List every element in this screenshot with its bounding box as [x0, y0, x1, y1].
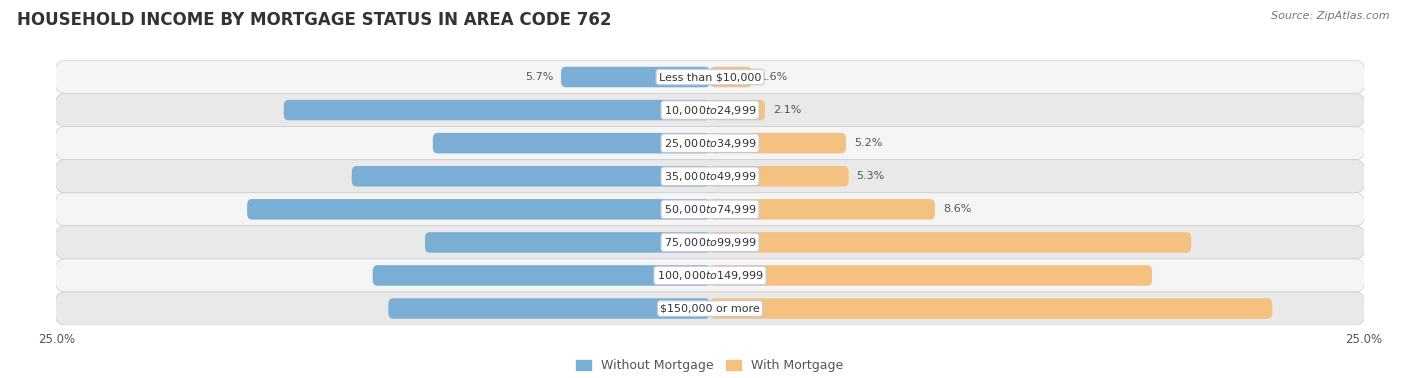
- FancyBboxPatch shape: [710, 199, 935, 220]
- Text: $50,000 to $74,999: $50,000 to $74,999: [664, 203, 756, 216]
- Text: 12.3%: 12.3%: [661, 304, 700, 313]
- FancyBboxPatch shape: [352, 166, 710, 186]
- FancyBboxPatch shape: [710, 67, 752, 87]
- FancyBboxPatch shape: [561, 67, 710, 87]
- Text: 21.5%: 21.5%: [720, 304, 759, 313]
- Text: 10.9%: 10.9%: [661, 237, 700, 247]
- Text: 5.3%: 5.3%: [856, 171, 884, 181]
- Text: 1.6%: 1.6%: [759, 72, 787, 82]
- Text: $25,000 to $34,999: $25,000 to $34,999: [664, 137, 756, 150]
- FancyBboxPatch shape: [425, 232, 710, 253]
- Text: Less than $10,000: Less than $10,000: [659, 72, 761, 82]
- Text: 16.9%: 16.9%: [720, 271, 759, 280]
- FancyBboxPatch shape: [710, 232, 1191, 253]
- Text: $35,000 to $49,999: $35,000 to $49,999: [664, 170, 756, 183]
- FancyBboxPatch shape: [710, 100, 765, 120]
- FancyBboxPatch shape: [55, 226, 1365, 259]
- Text: $150,000 or more: $150,000 or more: [661, 304, 759, 313]
- Text: 10.6%: 10.6%: [661, 138, 700, 148]
- FancyBboxPatch shape: [710, 265, 1152, 286]
- FancyBboxPatch shape: [55, 259, 1365, 292]
- Text: Source: ZipAtlas.com: Source: ZipAtlas.com: [1271, 11, 1389, 21]
- Text: $10,000 to $24,999: $10,000 to $24,999: [664, 104, 756, 116]
- Legend: Without Mortgage, With Mortgage: Without Mortgage, With Mortgage: [571, 354, 849, 377]
- FancyBboxPatch shape: [284, 100, 710, 120]
- FancyBboxPatch shape: [247, 199, 710, 220]
- Text: 2.1%: 2.1%: [773, 105, 801, 115]
- Text: 8.6%: 8.6%: [943, 204, 972, 214]
- Text: 5.7%: 5.7%: [524, 72, 553, 82]
- Text: 5.2%: 5.2%: [853, 138, 882, 148]
- Text: 17.7%: 17.7%: [661, 204, 700, 214]
- Text: 12.9%: 12.9%: [661, 271, 700, 280]
- Text: $100,000 to $149,999: $100,000 to $149,999: [657, 269, 763, 282]
- FancyBboxPatch shape: [388, 298, 710, 319]
- FancyBboxPatch shape: [55, 193, 1365, 226]
- FancyBboxPatch shape: [55, 94, 1365, 127]
- FancyBboxPatch shape: [373, 265, 710, 286]
- FancyBboxPatch shape: [55, 292, 1365, 325]
- FancyBboxPatch shape: [55, 160, 1365, 193]
- Text: HOUSEHOLD INCOME BY MORTGAGE STATUS IN AREA CODE 762: HOUSEHOLD INCOME BY MORTGAGE STATUS IN A…: [17, 11, 612, 29]
- FancyBboxPatch shape: [55, 127, 1365, 160]
- Text: 18.4%: 18.4%: [720, 237, 759, 247]
- FancyBboxPatch shape: [710, 166, 849, 186]
- Text: $75,000 to $99,999: $75,000 to $99,999: [664, 236, 756, 249]
- FancyBboxPatch shape: [55, 60, 1365, 94]
- Text: 13.7%: 13.7%: [661, 171, 700, 181]
- FancyBboxPatch shape: [710, 298, 1272, 319]
- Text: 16.3%: 16.3%: [661, 105, 700, 115]
- FancyBboxPatch shape: [433, 133, 710, 153]
- FancyBboxPatch shape: [710, 133, 846, 153]
